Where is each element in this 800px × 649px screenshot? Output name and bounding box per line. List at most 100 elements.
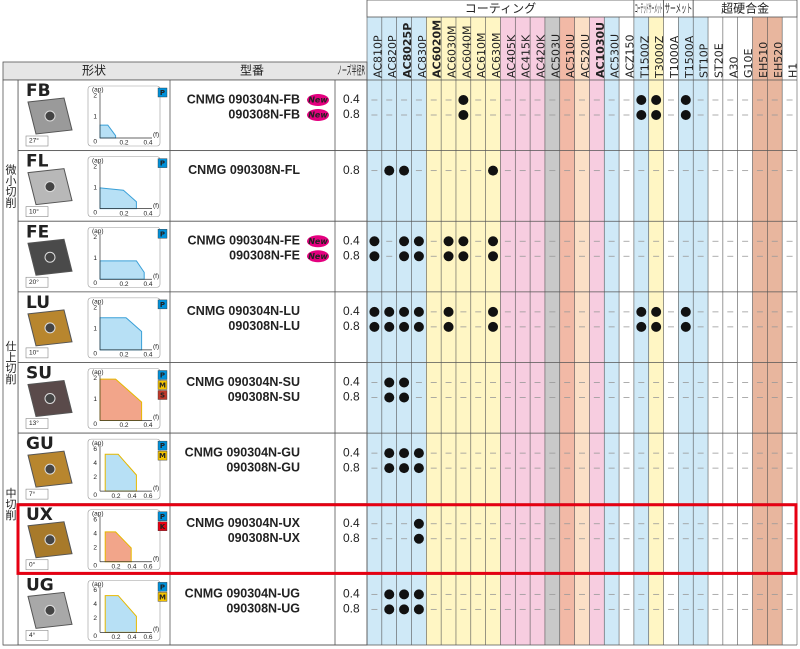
chart-y-tick: 1 [93, 396, 97, 403]
angle-label: 7° [29, 490, 36, 498]
stock-dot [636, 306, 647, 317]
stock-dot [369, 251, 380, 262]
chart-y-tick: 4 [93, 601, 97, 608]
grade-name: AC6030M [446, 26, 459, 79]
stock-dot [443, 306, 454, 317]
chart-origin: 0 [93, 421, 97, 428]
grade-name: ST20E [712, 43, 725, 78]
grade-column [455, 0, 471, 645]
stock-dot [413, 463, 424, 474]
chart-x-tick: 0.4 [143, 422, 152, 429]
nose-radius: 0.8 [343, 319, 360, 333]
section-label: 仕上切削 [4, 340, 17, 384]
insert-name: FL [26, 152, 49, 172]
grade-column [574, 0, 590, 645]
stock-dot [384, 604, 395, 615]
grade-column [559, 0, 575, 645]
model-number: CNMG 090304N-FE [187, 234, 300, 248]
chart-x-tick: 0.2 [119, 422, 128, 429]
grade-name: G10E [742, 48, 755, 78]
chart-frame [87, 85, 161, 147]
grade-name: AC1030U [594, 22, 607, 78]
stock-dot [651, 110, 662, 120]
model-header: 型番 [240, 64, 264, 78]
stock-dot [399, 589, 410, 600]
stock-dot [651, 306, 662, 317]
stock-dot [413, 236, 424, 247]
insert-hole [44, 110, 56, 122]
nose-radius: 0.8 [343, 531, 360, 545]
angle-box [25, 347, 49, 359]
stock-dot [413, 518, 424, 529]
chart-y-label: (ap) [92, 157, 104, 164]
chart-x-tick: 0.6 [143, 634, 152, 641]
stock-dot [413, 251, 424, 262]
angle-label: 13° [29, 419, 39, 427]
row-cell [17, 573, 368, 646]
stock-dot [369, 306, 380, 317]
chart-x-tick: 0.4 [127, 493, 136, 500]
badge-label: P [160, 301, 165, 309]
insert-hole [44, 393, 56, 404]
chart-y-label: (ap) [92, 369, 104, 376]
section-label: 微小切削 [4, 163, 17, 208]
stock-dot [488, 165, 499, 176]
chart-y-tick: 2 [93, 305, 97, 312]
badge-label: P [160, 230, 165, 238]
stock-dot [399, 165, 410, 176]
stock-dot [384, 463, 395, 474]
nose-radius: 0.8 [343, 107, 360, 121]
grade-name: AC630M [490, 33, 503, 79]
stock-dot [443, 236, 454, 247]
insert-name: FB [26, 81, 51, 101]
model-number: CNMG 090304N-FB [187, 92, 300, 106]
chart-origin: 0 [93, 209, 97, 216]
grade-column [515, 0, 531, 645]
badge [157, 229, 168, 239]
header-cell [2, 61, 368, 81]
chart-x-tick: 0.4 [127, 634, 136, 641]
badge-label: P [160, 89, 165, 97]
stock-dot [680, 321, 691, 332]
stock-dot [399, 604, 410, 615]
chart-x-tick: 0.4 [143, 210, 152, 217]
group-header: 超硬合金 [721, 1, 769, 16]
badge [157, 299, 168, 310]
insert-hole [44, 463, 56, 475]
grade-name: ACZ150 [623, 34, 636, 78]
angle-label: 10° [29, 207, 39, 215]
new-label: New [308, 237, 328, 246]
row-cell [17, 503, 368, 575]
grade-name: AC405K [505, 34, 518, 78]
grade-column [604, 0, 620, 645]
grade-column [426, 0, 442, 645]
angle-box [25, 488, 49, 500]
grade-name: AC510U [564, 34, 577, 78]
chart-y-tick: 6 [93, 446, 97, 453]
stock-dot [384, 306, 395, 317]
stock-dot [413, 604, 424, 615]
insert-hole [44, 322, 56, 334]
row-cell [17, 432, 368, 505]
stock-dot [651, 95, 662, 105]
model-number: 090308N-GU [226, 460, 300, 474]
new-badge [307, 109, 329, 121]
nose-radius: 0.4 [343, 233, 360, 247]
stock-dot [384, 165, 395, 176]
stock-dot [384, 448, 395, 459]
chart-y-tick: 2 [93, 93, 97, 100]
chart-origin: 0 [93, 139, 97, 146]
chart-region [104, 531, 132, 563]
chart-y-label: (ap) [92, 87, 104, 94]
insert-name: LU [26, 293, 50, 313]
new-badge [307, 94, 329, 106]
badge [157, 521, 168, 531]
grade-name: AC8025P [401, 23, 414, 78]
angle-box [25, 559, 49, 571]
grade-column [693, 0, 709, 645]
grade-column [663, 0, 679, 645]
badge [157, 370, 168, 380]
nose-radius: 0.4 [343, 445, 360, 459]
grade-name: AC503U [549, 34, 562, 78]
